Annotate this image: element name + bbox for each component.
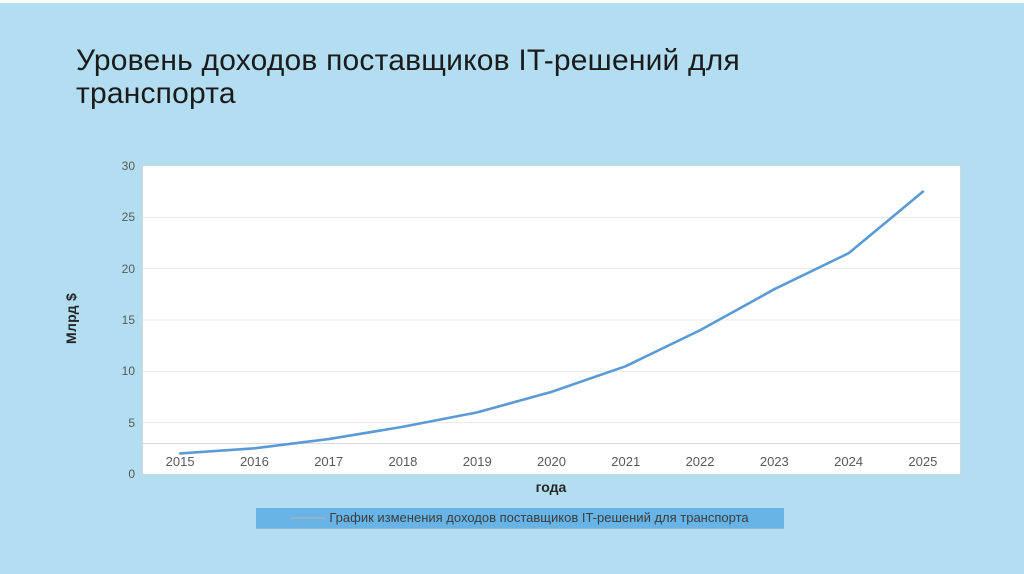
y-tick-label: 25 [121, 210, 135, 225]
x-tick-label: 2018 [388, 454, 418, 469]
y-tick-label: 10 [121, 364, 135, 379]
plot-area [142, 165, 961, 475]
y-tick-label: 20 [121, 261, 135, 276]
x-tick-label: 2025 [908, 454, 938, 469]
y-tick-label: 30 [121, 159, 135, 173]
data-series-line [178, 190, 925, 455]
chart-legend: График изменения доходов поставщиков IT-… [256, 508, 784, 528]
x-tick-label: 2017 [314, 454, 344, 469]
y-tick-label: 5 [128, 415, 135, 430]
x-tick-label: 2024 [834, 454, 864, 469]
y-tick-label: 15 [121, 313, 135, 327]
x-tick-label: 2020 [537, 454, 566, 469]
x-tick-label: 2021 [611, 454, 641, 469]
x-tick-label: 2016 [239, 454, 269, 469]
y-tick-label: 0 [128, 467, 135, 481]
top-edge-strip [0, 0, 1024, 3]
x-tick-label: 2019 [462, 454, 492, 469]
x-axis-title: года [535, 479, 567, 495]
slide-title: Уровень доходов поставщиков IT-решений д… [76, 44, 740, 110]
line-chart-svg [143, 190, 960, 455]
x-tick-label: 2022 [685, 454, 715, 469]
x-tick-label: 2015 [165, 454, 195, 469]
legend-line-swatch [291, 517, 326, 519]
x-tick-label: 2023 [759, 454, 789, 469]
legend-label: График изменения доходов поставщиков IT-… [329, 510, 749, 525]
